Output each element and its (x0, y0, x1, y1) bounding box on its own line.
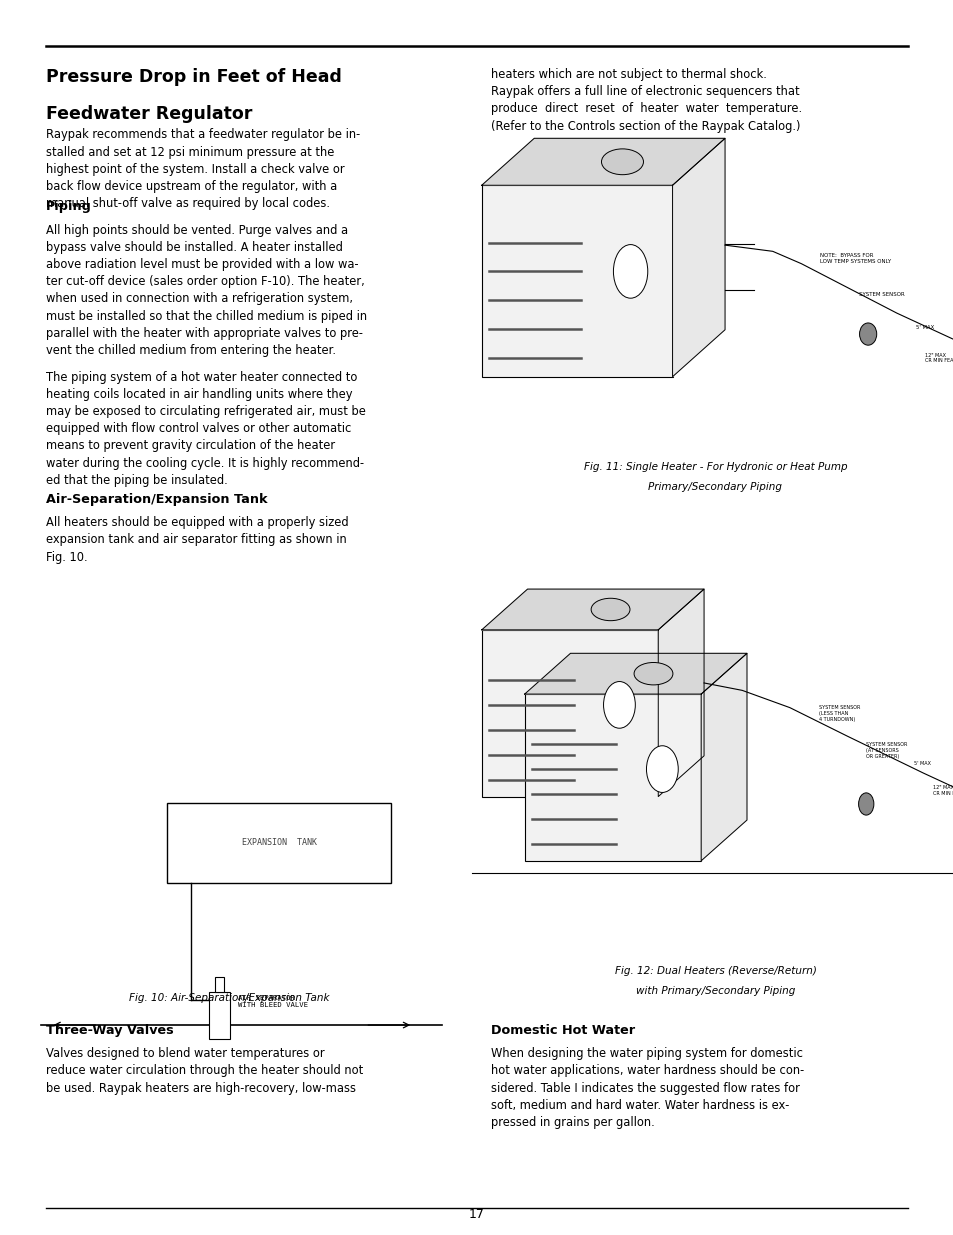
Text: 12" MAX
CR MIN FEASIBLE: 12" MAX CR MIN FEASIBLE (932, 785, 953, 797)
Ellipse shape (613, 245, 647, 298)
Text: All high points should be vented. Purge valves and a
bypass valve should be inst: All high points should be vented. Purge … (46, 224, 367, 357)
Bar (524, 694, 700, 861)
Polygon shape (481, 589, 703, 630)
Text: NOTE:  BYPASS FOR
LOW TEMP SYSTEMS ONLY: NOTE: BYPASS FOR LOW TEMP SYSTEMS ONLY (820, 253, 891, 264)
Text: EXPANSION  TANK: EXPANSION TANK (241, 839, 316, 847)
Text: All heaters should be equipped with a properly sized
expansion tank and air sepa: All heaters should be equipped with a pr… (46, 516, 348, 563)
Bar (481, 185, 672, 377)
Polygon shape (524, 653, 746, 694)
Bar (209, 992, 230, 1039)
Ellipse shape (646, 746, 678, 793)
Text: heaters which are not subject to thermal shock.
Raypak offers a full line of ele: heaters which are not subject to thermal… (491, 68, 801, 132)
Text: AIR SEPARATOR
WITH BLEED VALVE: AIR SEPARATOR WITH BLEED VALVE (237, 995, 307, 1008)
Text: 5' MAX: 5' MAX (913, 761, 930, 766)
Ellipse shape (591, 598, 629, 621)
Ellipse shape (858, 793, 873, 815)
Polygon shape (672, 138, 724, 377)
Text: Three-Way Valves: Three-Way Valves (46, 1024, 173, 1037)
Text: with Primary/Secondary Piping: with Primary/Secondary Piping (635, 986, 795, 995)
Text: SYSTEM SENSOR
(LESS THAN
4 TURNDOWN): SYSTEM SENSOR (LESS THAN 4 TURNDOWN) (818, 705, 859, 721)
Text: Air-Separation/Expansion Tank: Air-Separation/Expansion Tank (46, 493, 267, 506)
Text: Pressure Drop in Feet of Head: Pressure Drop in Feet of Head (46, 68, 341, 86)
Polygon shape (658, 589, 703, 797)
Polygon shape (481, 138, 724, 185)
Text: When designing the water piping system for domestic
hot water applications, wate: When designing the water piping system f… (491, 1047, 803, 1129)
Ellipse shape (859, 324, 876, 346)
Text: Fig. 11: Single Heater - For Hydronic or Heat Pump: Fig. 11: Single Heater - For Hydronic or… (583, 462, 846, 472)
Bar (481, 630, 658, 797)
Polygon shape (700, 653, 746, 861)
Text: 17: 17 (469, 1208, 484, 1221)
Text: 5' MAX: 5' MAX (915, 326, 933, 331)
Text: The piping system of a hot water heater connected to
heating coils located in ai: The piping system of a hot water heater … (46, 370, 365, 487)
Text: 12" MAX
CR MIN FEASIBLE: 12" MAX CR MIN FEASIBLE (924, 353, 953, 363)
Text: Primary/Secondary Piping: Primary/Secondary Piping (648, 482, 781, 492)
Text: Fig. 10: Air-Separation/Expansion Tank: Fig. 10: Air-Separation/Expansion Tank (129, 993, 329, 1003)
Text: Fig. 12: Dual Heaters (Reverse/Return): Fig. 12: Dual Heaters (Reverse/Return) (614, 966, 816, 976)
Bar (214, 977, 224, 992)
Text: Raypak recommends that a feedwater regulator be in-
stalled and set at 12 psi mi: Raypak recommends that a feedwater regul… (46, 128, 359, 210)
Ellipse shape (600, 149, 642, 174)
Text: Valves designed to blend water temperatures or
reduce water circulation through : Valves designed to blend water temperatu… (46, 1047, 363, 1094)
Text: SYSTEM SENSOR: SYSTEM SENSOR (858, 293, 903, 298)
Text: Feedwater Regulator: Feedwater Regulator (46, 105, 252, 124)
Bar (167, 803, 391, 883)
Ellipse shape (603, 682, 635, 729)
Text: SYSTEM SENSOR
(AT SENSORS
OR GREATER): SYSTEM SENSOR (AT SENSORS OR GREATER) (865, 742, 906, 758)
Ellipse shape (634, 662, 672, 685)
Text: Domestic Hot Water: Domestic Hot Water (491, 1024, 635, 1037)
Text: Piping: Piping (46, 200, 91, 214)
